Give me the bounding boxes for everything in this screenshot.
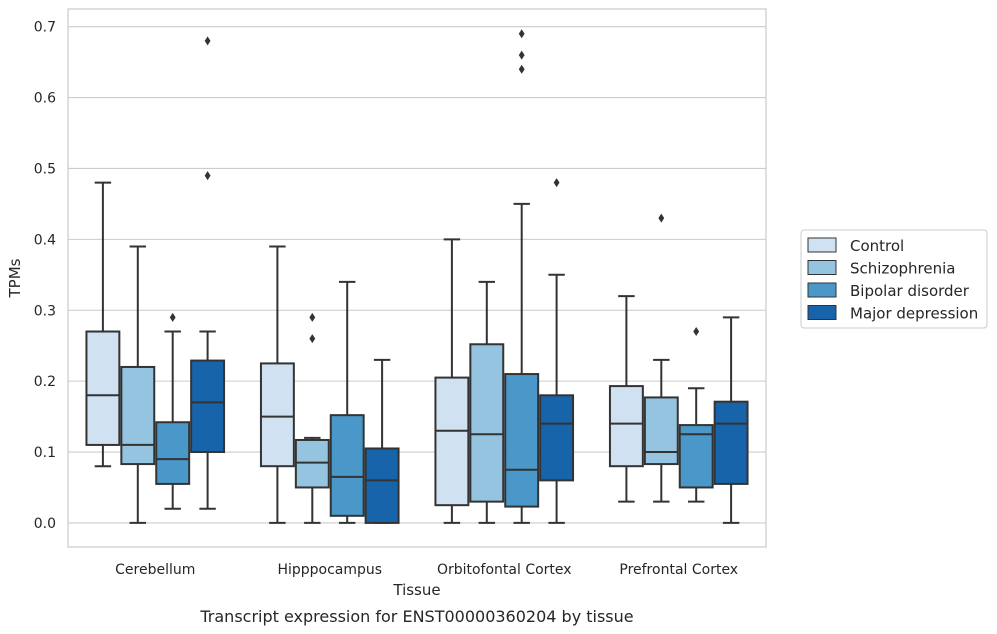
box-iqr — [434, 376, 470, 507]
box — [469, 280, 505, 524]
y-tick-label: 0.4 — [34, 232, 56, 248]
box — [120, 245, 156, 524]
x-axis-title: Tissue — [392, 581, 440, 599]
legend-label: Bipolar disorder — [850, 282, 970, 300]
box-iqr — [713, 400, 749, 485]
y-tick-label: 0.0 — [34, 516, 56, 532]
y-tick-labels: 0.0 0.1 0.2 0.3 0.4 0.5 0.6 0.7 — [34, 20, 56, 532]
y-tick-label: 0.7 — [34, 20, 56, 36]
box — [364, 358, 400, 524]
y-tick-label: 0.2 — [34, 374, 56, 390]
legend: Control Schizophrenia Bipolar disorder Majo… — [800, 229, 988, 329]
y-tick-label: 0.6 — [34, 91, 56, 107]
box-iqr — [190, 359, 226, 454]
box-iqr — [469, 343, 505, 503]
plot-frame — [67, 8, 767, 548]
legend-swatch — [807, 282, 837, 298]
box-iqr — [294, 438, 330, 489]
outlier-point — [204, 36, 211, 46]
legend-label: Control — [850, 237, 904, 255]
box — [643, 213, 679, 503]
box-iqr — [364, 447, 400, 524]
x-tick-label: Orbitofontal Cortex — [437, 562, 572, 578]
legend-label: Major depression — [850, 305, 978, 323]
box — [85, 181, 121, 468]
box — [329, 280, 365, 524]
x-tick-label: Hipppocampus — [277, 562, 382, 578]
outlier-point — [693, 327, 700, 337]
y-axis-title: TPMs — [6, 258, 24, 298]
box-iqr — [155, 421, 191, 485]
outlier-point — [518, 29, 525, 39]
outlier-point — [518, 64, 525, 74]
chart-caption: Transcript expression for ENST0000036020… — [199, 607, 633, 626]
box-iqr — [504, 373, 540, 508]
box — [155, 312, 191, 510]
box-iqr — [259, 362, 295, 468]
box-iqr — [329, 414, 365, 517]
box — [434, 238, 470, 524]
box — [504, 29, 540, 524]
box — [259, 245, 295, 524]
legend-frame — [800, 229, 988, 329]
legend-label: Schizophrenia — [850, 260, 955, 278]
outlier-point — [518, 50, 525, 60]
box-iqr — [608, 385, 644, 468]
x-tick-label: Prefrontal Cortex — [619, 562, 738, 578]
box-plots — [85, 29, 749, 524]
box — [713, 316, 749, 524]
box-iqr — [120, 365, 156, 466]
y-tick-label: 0.5 — [34, 161, 56, 177]
box — [294, 312, 330, 524]
box-iqr — [643, 396, 679, 466]
box — [539, 178, 575, 524]
legend-swatch — [807, 305, 837, 320]
outlier-point — [553, 178, 560, 188]
outlier-point — [309, 312, 316, 322]
x-tick-label: Cerebellum — [115, 562, 195, 578]
box-iqr — [678, 424, 714, 489]
legend-swatch — [807, 237, 837, 253]
box — [678, 327, 714, 503]
outlier-point — [169, 312, 176, 322]
box-iqr — [539, 394, 575, 482]
outlier-point — [204, 171, 211, 181]
box — [190, 36, 226, 510]
outlier-point — [309, 334, 316, 344]
outlier-point — [658, 213, 665, 223]
box — [608, 295, 644, 503]
y-tick-label: 0.3 — [34, 303, 56, 319]
x-tick-labels: Cerebellum Hipppocampus Orbitofontal Corte… — [115, 562, 738, 578]
box-iqr — [85, 330, 121, 446]
legend-swatch — [807, 260, 837, 275]
y-tick-label: 0.1 — [34, 445, 56, 461]
